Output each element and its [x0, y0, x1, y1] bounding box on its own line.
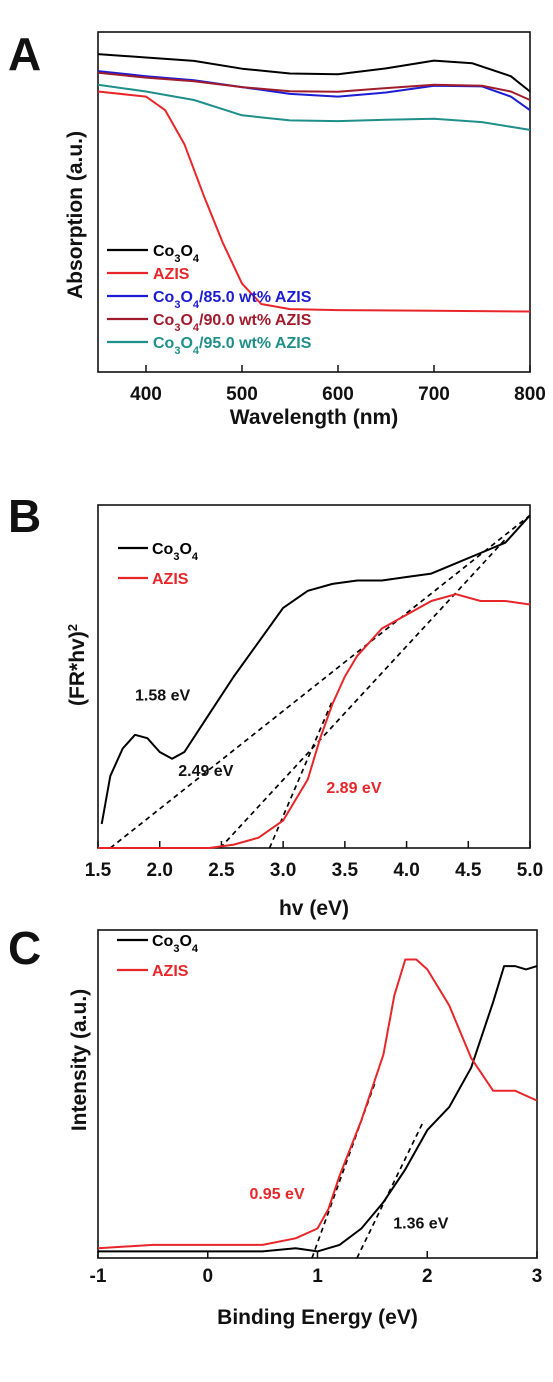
y-axis-label: (FR*hv)2 [65, 624, 90, 706]
legend-label-subscript: 4 [193, 253, 200, 265]
x-tick-label: 4.5 [455, 860, 482, 881]
legend-label-subscript: 3 [173, 551, 179, 563]
legend-label-subscript: 4 [193, 322, 200, 334]
legend-label-part: O [180, 335, 192, 352]
legend-label-part: O [179, 933, 191, 950]
legend-label-subscript: 4 [193, 299, 200, 311]
x-tick-label: 1 [312, 1266, 323, 1287]
series-line [97, 90, 531, 313]
panel-b: B1.5 2.0 2.5 3.0 3.5 4.0 4.5 5.0hv (eV)(FR*hv)2… [8, 490, 543, 920]
x-tick-label: 500 [226, 384, 258, 405]
x-tick-label: 2.0 [147, 860, 173, 881]
legend-label-part: O [180, 243, 192, 260]
x-tick-label: 0 [202, 1266, 213, 1287]
legend-label-part: /90.0 wt% AZIS [199, 312, 312, 329]
legend-label-part: Co [153, 312, 175, 329]
legend-label-subscript: 3 [174, 253, 180, 265]
panel-a: A 400 500 600 700 800 Wavelength (nm) Absorptio… [8, 28, 546, 429]
legend-label: Co3O4 [153, 243, 200, 265]
x-tick-label: 5.0 [517, 860, 543, 881]
legend-label: Co3O4/85.0 wt% AZIS [153, 289, 312, 311]
legend-label: Co3O4/90.0 wt% AZIS [153, 312, 312, 334]
x-tick-label: -1 [90, 1266, 107, 1287]
series-line [97, 83, 531, 131]
panel-letter: C [8, 922, 41, 974]
legend-label-subscript: 4 [193, 345, 200, 357]
x-tick-label: 3.0 [270, 860, 296, 881]
panel-c: C -1 0 1 2 3 Binding Energy (eV) Intensity (a.u… [8, 922, 542, 1329]
legend-label-part: O [180, 312, 192, 329]
legend-label-part: AZIS [152, 963, 189, 980]
series-line [97, 71, 531, 101]
series-line [97, 70, 531, 112]
legend-label-subscript: 4 [192, 551, 199, 563]
x-tick-label: 2.5 [208, 860, 235, 881]
legend-label-part: /95.0 wt% AZIS [199, 335, 312, 352]
x-axis-label: hv (eV) [279, 897, 349, 920]
legend-label-subscript: 3 [174, 299, 180, 311]
legend-label-part: O [179, 541, 191, 558]
legend-label-subscript: 4 [192, 943, 199, 955]
legend-label-subscript: 3 [173, 943, 179, 955]
legend-label-part: /85.0 wt% AZIS [199, 289, 312, 306]
plot-frame [97, 504, 531, 849]
x-tick-label: 700 [418, 384, 450, 405]
y-axis-label-part: (FR*hv) [66, 631, 89, 706]
y-axis-label: Absorption (a.u.) [64, 131, 87, 299]
legend-label: AZIS [152, 963, 189, 980]
x-tick-label: 600 [322, 384, 354, 405]
x-tick-label: 400 [130, 384, 162, 405]
series-line [100, 514, 531, 825]
x-tick-label: 3.5 [332, 860, 359, 881]
tangent-line [219, 538, 506, 849]
legend-label-part: O [180, 289, 192, 306]
legend-label-subscript: 3 [174, 345, 180, 357]
series-line [98, 593, 531, 849]
legend-label: Co3O4 [152, 541, 199, 563]
tangent-line [268, 700, 334, 849]
legend-label-part: Co [152, 933, 174, 950]
tangent-line [109, 514, 531, 849]
series-line [97, 958, 538, 1250]
annotation-label: 2.89 eV [326, 780, 381, 797]
legend-label: Co3O4 [152, 933, 199, 955]
panel-letter: B [8, 490, 41, 542]
x-tick-label: 2 [422, 1266, 433, 1287]
x-axis-label: Binding Energy (eV) [217, 1306, 418, 1329]
legend-label-part: AZIS [153, 266, 190, 283]
panel-letter: A [8, 28, 41, 80]
legend-label-part: Co [153, 243, 175, 260]
plot-frame [97, 31, 531, 373]
annotation-label: 2.49 eV [178, 763, 233, 780]
legend-label: AZIS [152, 571, 189, 588]
series-line [97, 53, 531, 93]
legend-label-subscript: 3 [174, 322, 180, 334]
series-line [98, 965, 538, 1253]
x-tick-label: 800 [514, 384, 546, 405]
legend-label-part: AZIS [152, 571, 189, 588]
legend-label-part: Co [153, 289, 175, 306]
tangent-line [356, 1119, 425, 1259]
x-tick-label: 1.5 [85, 860, 112, 881]
annotation-label: 1.58 eV [135, 688, 190, 705]
x-tick-label: 4.0 [393, 860, 419, 881]
x-tick-label: 3 [532, 1266, 543, 1287]
y-axis-label-superscript: 2 [65, 624, 80, 631]
annotation-label: 0.95 eV [249, 1186, 304, 1203]
annotation-label: 1.36 eV [393, 1215, 448, 1232]
y-axis-label: Intensity (a.u.) [68, 989, 91, 1131]
legend-label: AZIS [153, 266, 190, 283]
x-axis-label: Wavelength (nm) [230, 406, 398, 429]
legend-label-part: Co [152, 541, 174, 558]
legend-label: Co3O4/95.0 wt% AZIS [153, 335, 312, 357]
legend-label-part: Co [153, 335, 175, 352]
